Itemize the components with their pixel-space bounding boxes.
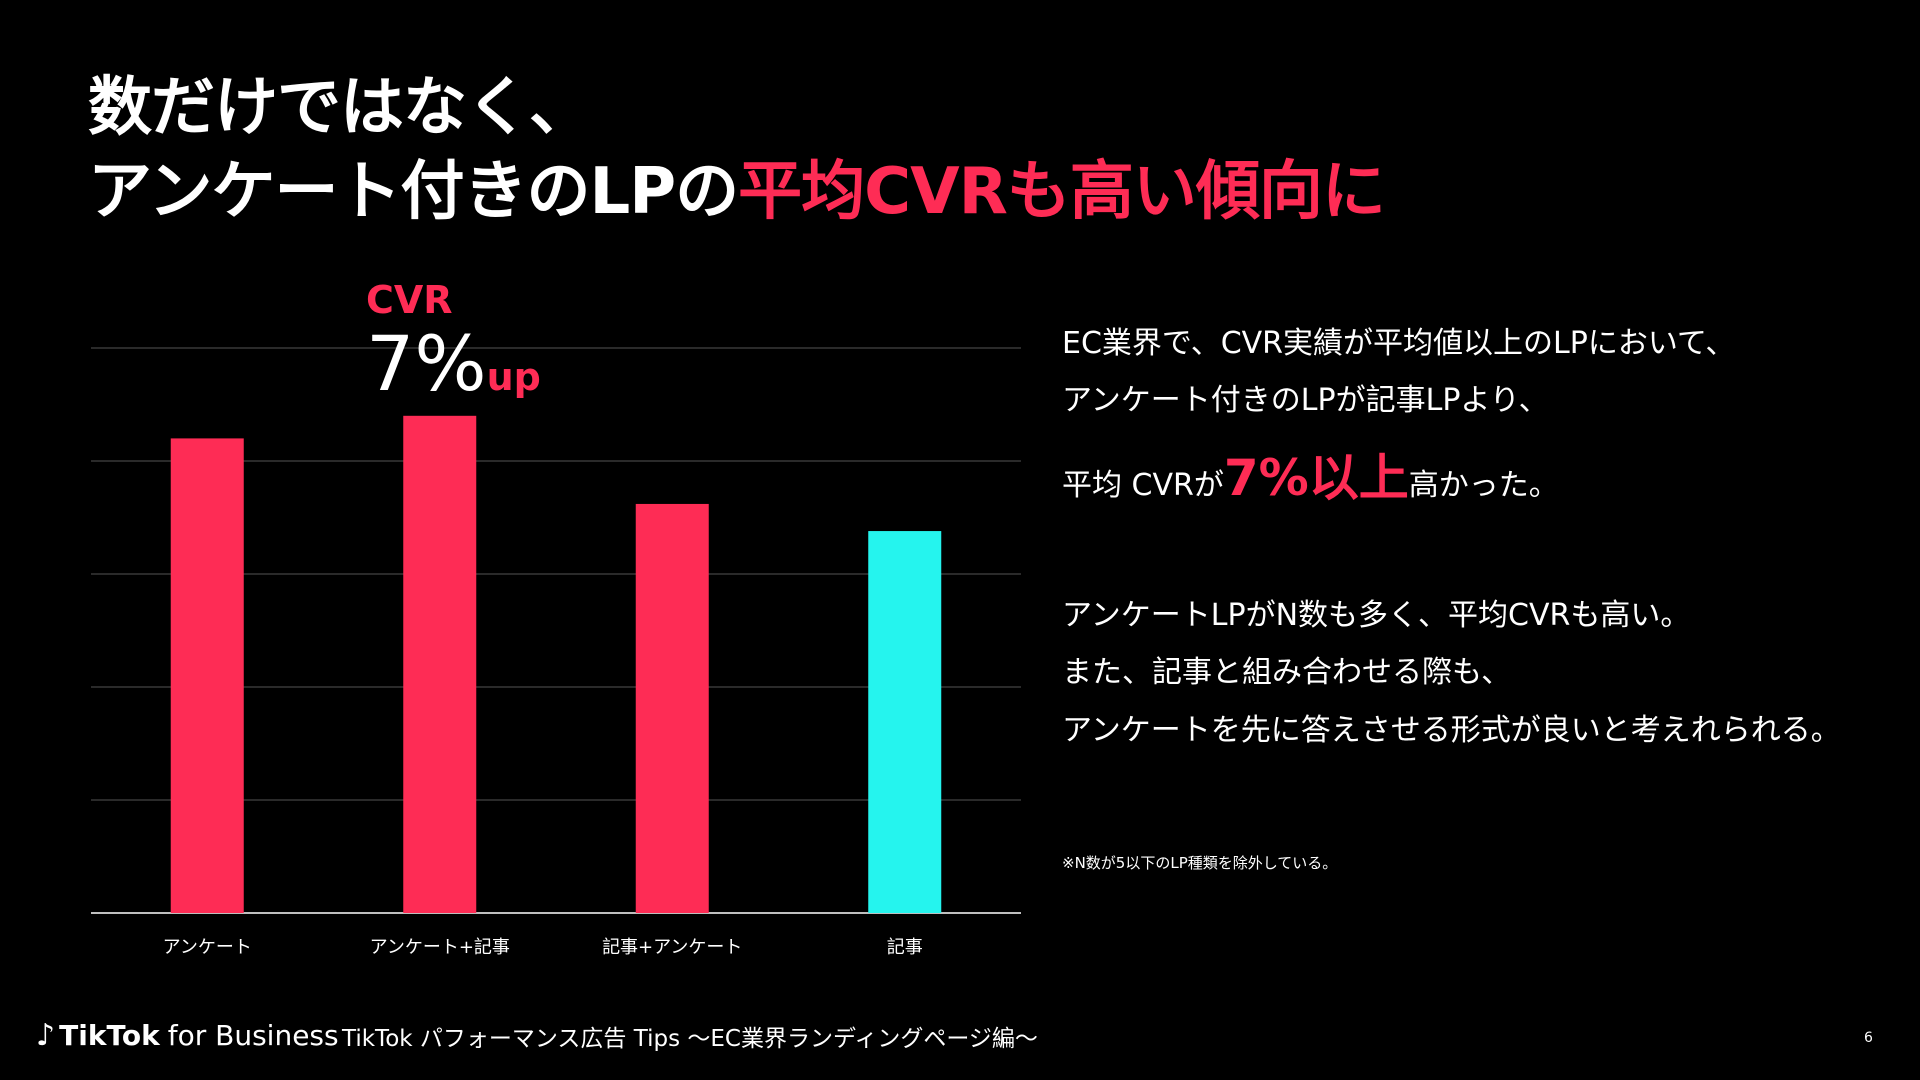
cvr-value: 7%up — [366, 322, 541, 419]
page-number: 6 — [1864, 1030, 1873, 1046]
text-p1-line3-post: 高かった。 — [1408, 468, 1559, 503]
title-line1: 数だけではなく、 — [88, 71, 593, 145]
brand-bold: TikTok — [59, 1019, 160, 1052]
bar-3 — [635, 503, 709, 913]
bar-chart: アンケート アンケート+記事 記事+アンケート 記事 — [91, 347, 1021, 958]
cvr-up: up — [486, 355, 541, 399]
bar-2 — [403, 415, 477, 913]
text-p2-line2: また、記事と組み合わせる際も、 — [1062, 655, 1512, 690]
brand-rest: for Business — [167, 1019, 339, 1052]
cvr-percent: 7% — [366, 319, 487, 408]
x-tick-label: 記事+アンケート — [602, 937, 742, 958]
highlight-7-percent: 7%以上 — [1223, 449, 1409, 507]
bar-1 — [170, 438, 244, 913]
footnote: ※N数が5以下のLP種類を除外している。 — [1062, 854, 1338, 872]
title-line2: アンケート付きのLPの — [88, 155, 739, 229]
x-tick-label: アンケート+記事 — [370, 937, 510, 958]
text-p2-line1: アンケートLPがN数も多く、平均CVRも高い。 — [1062, 598, 1691, 633]
x-tick-label: 記事 — [887, 937, 923, 958]
text-p2-line3: アンケートを先に答えさせる形式が良いと考えれられる。 — [1062, 713, 1841, 748]
tiktok-logo: ♪ TikTok for Business — [36, 1018, 339, 1054]
tiktok-note-icon: ♪ — [36, 1018, 56, 1053]
text-p1-line1: EC業界で、CVR実績が平均値以上のLPにおいて、 — [1062, 326, 1736, 361]
bar-4 — [868, 531, 942, 913]
text-p1-line3: 平均 CVRが7%以上高かった。 — [1062, 453, 1559, 506]
footer-subtitle: TikTok パフォーマンス広告 Tips ～EC業界ランディングページ編～ — [342, 1026, 1038, 1052]
text-p1-line3-pre: 平均 CVRが — [1062, 468, 1224, 503]
cvr-label: CVR — [366, 278, 453, 322]
title-accent: 平均CVRも高い傾向に — [738, 155, 1386, 229]
cvr-callout: CVR 7%up — [366, 278, 541, 419]
page-title: 数だけではなく、 アンケート付きのLPの平均CVRも高い傾向に — [88, 66, 1386, 234]
text-p1-line2: アンケート付きのLPが記事LPより、 — [1062, 383, 1549, 418]
x-tick-label: アンケート — [163, 937, 252, 958]
